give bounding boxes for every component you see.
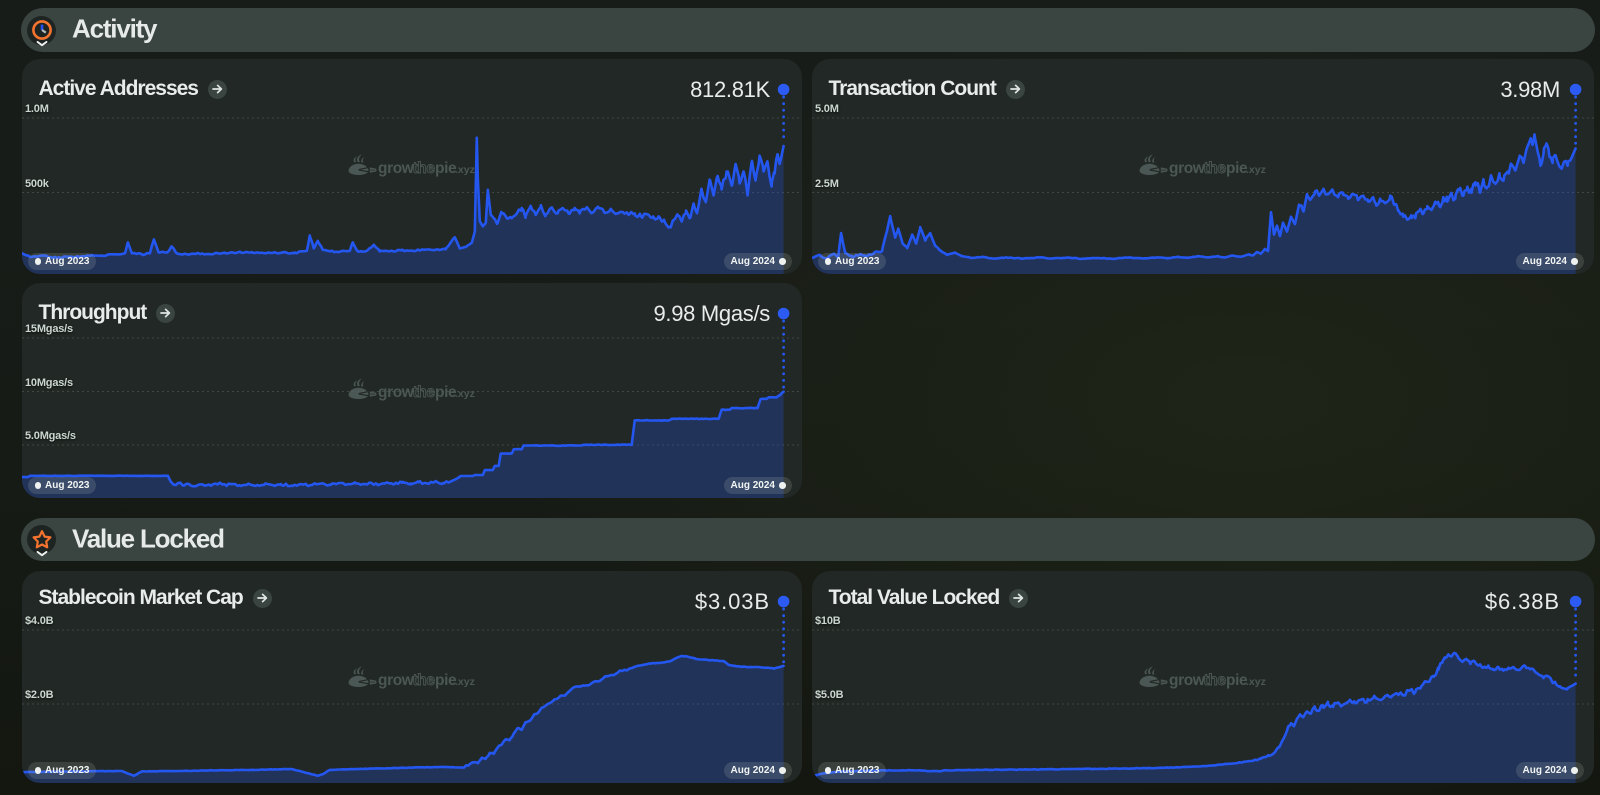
svg-text:.xyz: .xyz <box>1246 676 1266 688</box>
svg-text:the: the <box>1204 160 1227 177</box>
svg-text:the: the <box>1204 672 1227 689</box>
svg-text:the: the <box>413 384 436 401</box>
svg-text:grow: grow <box>378 384 415 401</box>
svg-text:grow: grow <box>1169 160 1206 177</box>
svg-text:.xyz: .xyz <box>1246 164 1266 176</box>
svg-text:.xyz: .xyz <box>455 164 475 176</box>
svg-text:pie: pie <box>1226 672 1248 689</box>
svg-text:pie: pie <box>435 160 457 177</box>
svg-text:grow: grow <box>378 160 415 177</box>
svg-text:grow: grow <box>378 672 415 689</box>
svg-text:the: the <box>413 672 436 689</box>
svg-text:.xyz: .xyz <box>455 676 475 688</box>
svg-text:the: the <box>413 160 436 177</box>
svg-text:pie: pie <box>435 672 457 689</box>
svg-text:grow: grow <box>1169 672 1206 689</box>
svg-text:pie: pie <box>435 384 457 401</box>
svg-text:.xyz: .xyz <box>455 388 475 400</box>
svg-text:pie: pie <box>1226 160 1248 177</box>
